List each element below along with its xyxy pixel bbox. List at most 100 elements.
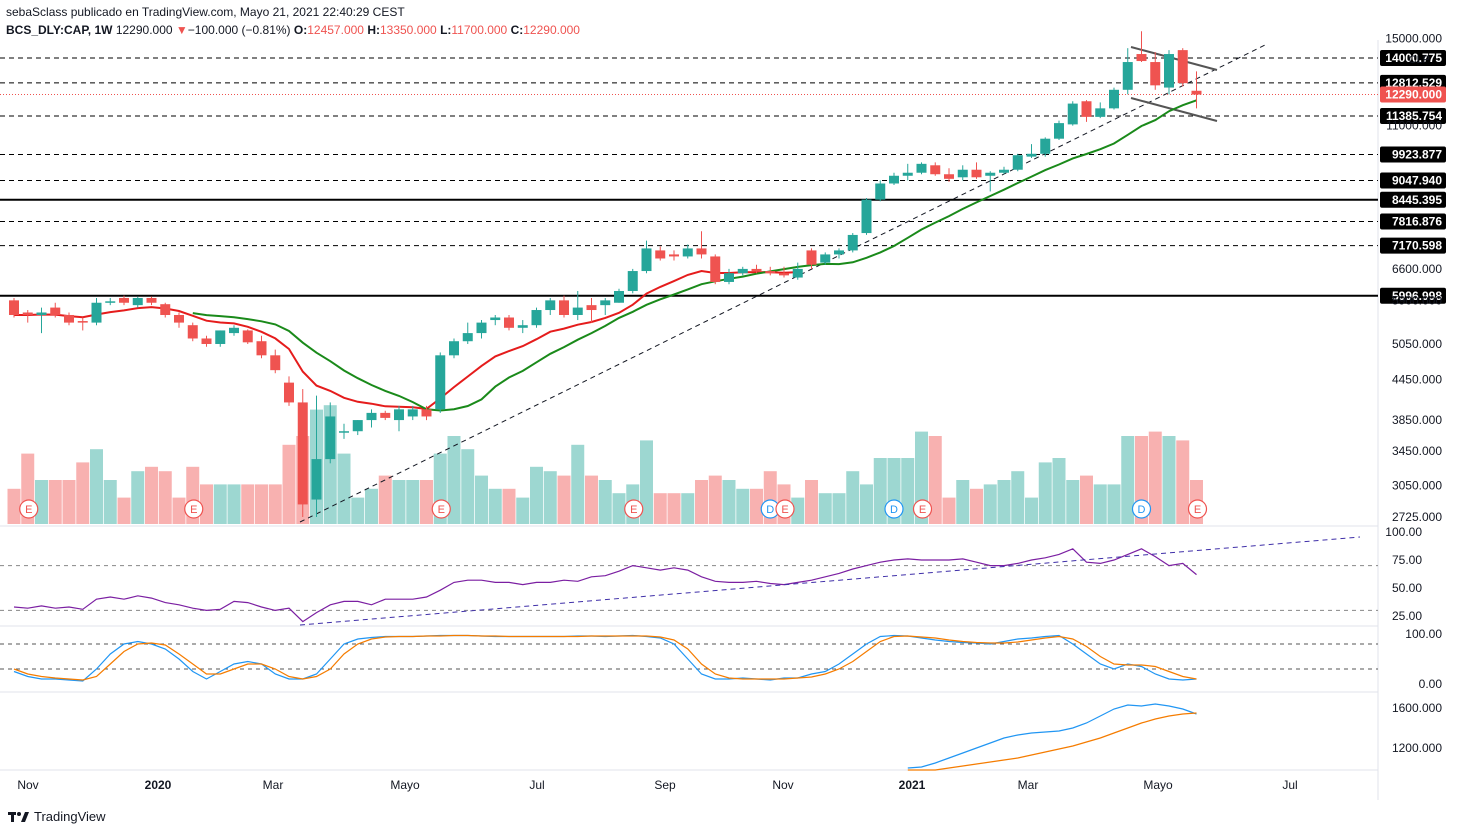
volume-bar <box>818 493 832 524</box>
volume-bar <box>571 444 585 524</box>
volume-bar <box>227 484 241 524</box>
volume-bar <box>7 488 21 524</box>
candle-body <box>971 169 982 178</box>
price-level-badge <box>1380 107 1446 124</box>
price-change: −100.000 (−0.81%) <box>187 23 291 37</box>
volume-bar <box>76 462 90 524</box>
earnings-marker-label: E <box>781 504 788 516</box>
candle-body <box>999 169 1009 173</box>
open-label: O: <box>293 23 308 37</box>
candle-body <box>311 459 322 500</box>
candle-body <box>201 338 212 344</box>
candle-body <box>1081 101 1092 117</box>
volume-bar <box>873 458 887 524</box>
volume-bar <box>543 471 557 524</box>
volume-bar <box>695 480 708 524</box>
candle-body <box>366 412 377 421</box>
candle-body <box>600 300 611 306</box>
price-level-label: 9047.940 <box>1392 173 1442 187</box>
candle-body <box>77 321 88 323</box>
earnings-marker-label: E <box>1194 504 1201 516</box>
candle-body <box>1026 153 1037 157</box>
macd-axis-tick: 1600.000 <box>1392 701 1442 715</box>
candle-body <box>517 325 528 328</box>
candle-body <box>91 302 102 323</box>
candle-body <box>916 163 927 173</box>
candle-body <box>861 199 872 234</box>
volume-bar <box>241 484 255 524</box>
candle-body <box>820 254 831 263</box>
candle-body <box>22 312 33 315</box>
volume-bar <box>447 436 461 524</box>
price-level-label: 12812.529 <box>1385 76 1442 90</box>
dividend-marker <box>1131 499 1152 519</box>
candle-body <box>476 322 487 334</box>
open-value: 12457.000 <box>307 23 364 37</box>
candle-body <box>847 234 858 251</box>
volume-bar <box>846 471 860 524</box>
earnings-marker-label: E <box>25 504 32 516</box>
price-axis-tick: 11000.000 <box>1386 119 1442 133</box>
time-axis-tick: Nov <box>17 778 38 792</box>
price-level-label: 9923.877 <box>1392 148 1442 162</box>
tradingview-brand[interactable]: TradingView <box>8 809 106 824</box>
volume-bar <box>983 484 997 524</box>
candle-body <box>187 325 198 339</box>
volume-bar <box>640 440 653 524</box>
candle-body <box>1054 123 1064 139</box>
price-axis-tick: 5900.000 <box>1392 293 1442 307</box>
candle-body <box>1012 155 1023 170</box>
candle-body <box>944 174 954 179</box>
candle-body <box>242 330 253 343</box>
candle-body <box>1122 62 1133 90</box>
candle-body <box>174 314 184 323</box>
close-value: 12290.000 <box>523 23 580 37</box>
candle-body <box>1095 108 1106 117</box>
time-axis-tick: Sep <box>654 778 676 792</box>
volume-bar <box>667 493 681 524</box>
earnings-marker-label: E <box>438 504 445 516</box>
candle-body <box>421 409 432 417</box>
price-level-badge <box>1380 172 1446 189</box>
candle-body <box>614 291 624 303</box>
price-level-badge <box>1380 191 1446 208</box>
candle-body <box>297 402 308 505</box>
candle-body <box>627 271 638 292</box>
rsi-axis-tick: 50.00 <box>1392 581 1422 595</box>
price-level-badge <box>1380 213 1446 230</box>
time-axis-tick: 2021 <box>899 778 926 792</box>
candle-body <box>957 169 968 178</box>
candle-body <box>1164 54 1174 88</box>
candle-body <box>1150 62 1161 86</box>
volume-bar <box>585 475 598 524</box>
sma-line <box>192 99 1197 412</box>
candle-body <box>1191 90 1202 95</box>
publish-line: sebaSclass publicado en TradingView.com,… <box>6 5 405 19</box>
volume-bar <box>420 480 433 524</box>
volume-bar <box>62 480 76 524</box>
price-level-badge <box>1380 86 1446 103</box>
low-label: L: <box>440 23 452 37</box>
rsi-axis-tick: 100.00 <box>1385 525 1422 539</box>
tradingview-logo-icon <box>8 811 29 822</box>
close-label: C: <box>510 23 524 37</box>
macd-axis-tick: 1200.000 <box>1392 741 1442 755</box>
candle-body <box>985 172 996 176</box>
candle-body <box>339 431 349 433</box>
candle-body <box>1109 89 1119 109</box>
earnings-marker <box>775 499 795 519</box>
dividend-marker-label: D <box>766 504 774 516</box>
candle-body <box>669 254 679 257</box>
volume-bar <box>956 480 970 524</box>
price-level-badge <box>1380 50 1446 66</box>
volume-bar <box>213 484 227 524</box>
candle-body <box>930 165 941 175</box>
candle-body <box>407 409 418 417</box>
time-axis-tick: Mayo <box>390 778 420 792</box>
dividend-marker <box>884 499 904 519</box>
candle-body <box>751 268 762 272</box>
volume-bar <box>805 480 818 524</box>
candle-body <box>50 307 61 315</box>
